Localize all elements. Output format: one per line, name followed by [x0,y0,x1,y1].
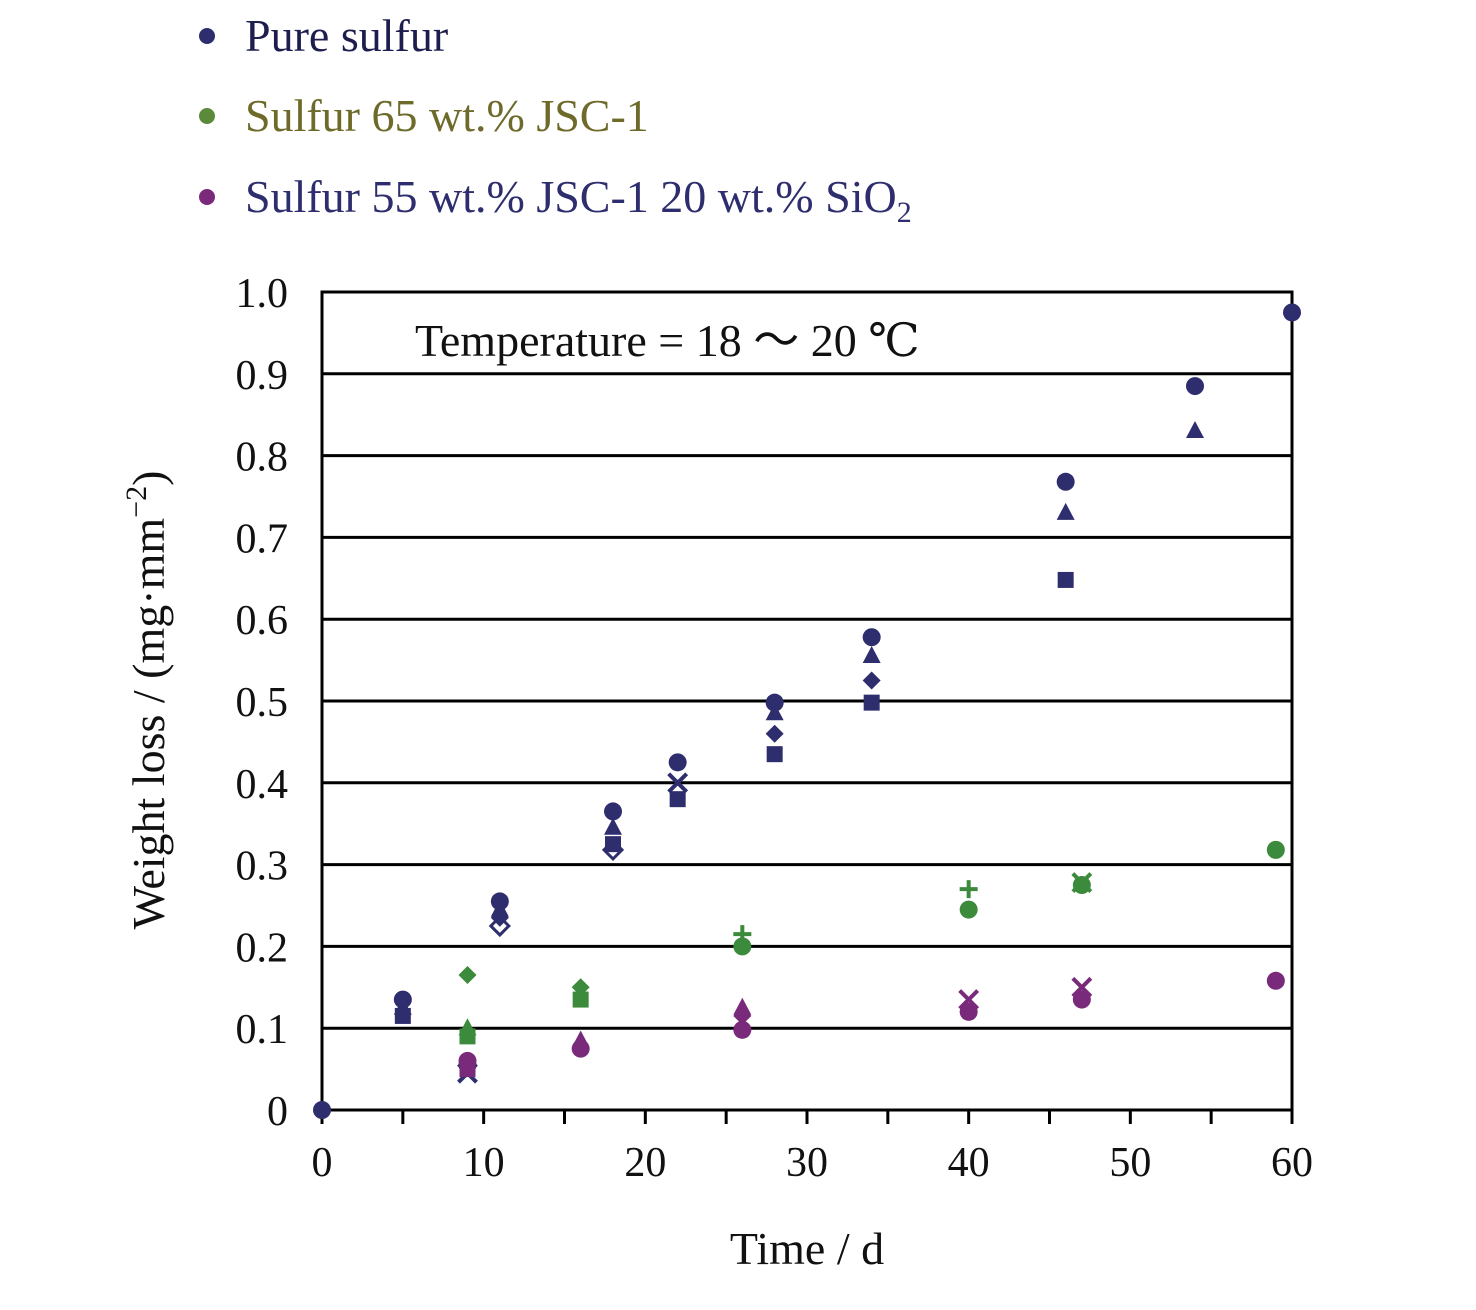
data-point-s0 [667,772,689,794]
data-point-s0 [765,693,784,712]
legend-label-sulfur-jsc1-sio2: Sulfur 55 wt.% JSC-1 20 wt.% SiO2 [245,171,912,229]
legend-label-pure-sulfur: Pure sulfur [245,10,448,61]
legend-item-sulfur-jsc1-sio2[interactable]: Sulfur 55 wt.% JSC-1 20 wt.% SiO2 [199,171,912,229]
legend-marker-sulfur-jsc1-sio2 [199,189,215,205]
x-axis-label: Time / d [730,1223,884,1274]
legend-item-sulfur-jsc1[interactable]: Sulfur 65 wt.% JSC-1 [199,90,649,141]
y-axis-label-main: Weight loss / (mg·mm [123,518,174,930]
y-tick-label: 0.2 [236,925,289,971]
data-point-s0 [604,802,622,821]
y-axis-tick-labels: 0 0.1 0.2 0.3 0.4 0.5 0.6 0.7 0.8 0.9 1.0 [236,271,289,1135]
data-point-s0 [766,746,783,763]
x-tick-label: 20 [624,1140,666,1186]
y-tick-label: 0 [267,1089,288,1135]
y-tick-label: 0.7 [236,516,289,562]
data-point-s2 [733,1020,752,1039]
data-point-s0 [604,817,622,835]
data-point-s0 [862,628,881,647]
data-point-s0 [394,1007,411,1024]
data-point-s0 [765,724,784,743]
data-point-s0 [1186,421,1204,439]
y-tick-label: 0.6 [236,598,289,644]
data-point-s2 [733,997,752,1015]
data-point-s0 [1056,502,1075,520]
data-point-s1 [733,937,752,956]
x-tick-label: 0 [312,1140,333,1186]
y-axis-label: Weight loss / (mg·mm−2) [120,471,174,930]
y-tick-label: 0.5 [236,680,289,726]
legend-marker-sulfur-jsc1 [199,108,215,124]
data-point-s0 [765,703,784,721]
y-tick-label: 0.8 [236,435,289,481]
x-tick-label: 60 [1271,1140,1313,1186]
legend-label-sio2-main: Sulfur 55 wt.% JSC-1 20 wt.% SiO [245,171,897,222]
data-point-s0 [601,838,625,861]
x-tick-label: 10 [463,1140,505,1186]
gridlines [322,290,1292,1112]
data-point-s2 [571,1039,590,1058]
data-point-s0 [488,914,511,938]
data-point-s0 [862,671,881,690]
data-points [313,303,1301,1119]
legend-label-sio2-sub: 2 [897,196,912,229]
data-point-s2 [733,1006,752,1025]
data-point-s0 [1186,377,1204,396]
legend-marker-pure-sulfur [199,28,215,44]
data-point-s0 [669,791,686,808]
data-point-s0 [1057,571,1074,588]
data-point-s0 [1056,472,1075,491]
x-tick-label: 30 [786,1140,828,1186]
data-point-s2 [959,1002,978,1021]
data-point-s2 [1072,990,1091,1009]
y-tick-label: 0.1 [236,1007,289,1053]
data-point-s1 [959,900,978,919]
y-axis-label-sup: −2 [120,486,153,518]
temperature-annotation: Temperature = 18 ～ 20 ℃ [415,315,920,366]
plot-area: 0 0.1 0.2 0.3 0.4 0.5 0.6 0.7 0.8 0.9 1.0 0 10 20 30 4… [236,271,1314,1186]
data-point-s1 [459,1028,476,1045]
y-tick-label: 1.0 [236,271,289,317]
data-point-s2 [459,1061,476,1078]
x-axis-tick-labels: 0 10 20 30 40 50 60 [312,1140,1314,1186]
y-axis-label-close: ) [123,471,174,486]
data-point-s0 [605,836,621,853]
data-point-s1 [1072,876,1091,895]
data-point-s0 [863,694,880,711]
x-tick-label: 40 [948,1140,990,1186]
data-point-s1 [959,880,978,899]
data-point-s1 [458,966,477,985]
legend: Pure sulfur Sulfur 65 wt.% JSC-1 Sulfur … [199,10,912,229]
x-axis-ticks [320,1110,1294,1124]
y-tick-label: 0.3 [236,844,289,890]
legend-label-sulfur-jsc1: Sulfur 65 wt.% JSC-1 [245,90,649,141]
x-tick-label: 50 [1109,1140,1151,1186]
data-point-s0 [668,753,687,772]
data-point-s0 [862,646,881,664]
data-point-s0 [1283,303,1301,322]
y-tick-label: 0.9 [236,353,289,399]
data-point-s0 [490,899,509,917]
y-tick-label: 0.4 [236,762,289,808]
data-point-s2 [1266,971,1285,990]
data-point-s0 [313,1101,331,1119]
data-point-s1 [572,991,589,1008]
legend-item-pure-sulfur[interactable]: Pure sulfur [199,10,448,61]
data-point-s1 [1266,840,1285,859]
